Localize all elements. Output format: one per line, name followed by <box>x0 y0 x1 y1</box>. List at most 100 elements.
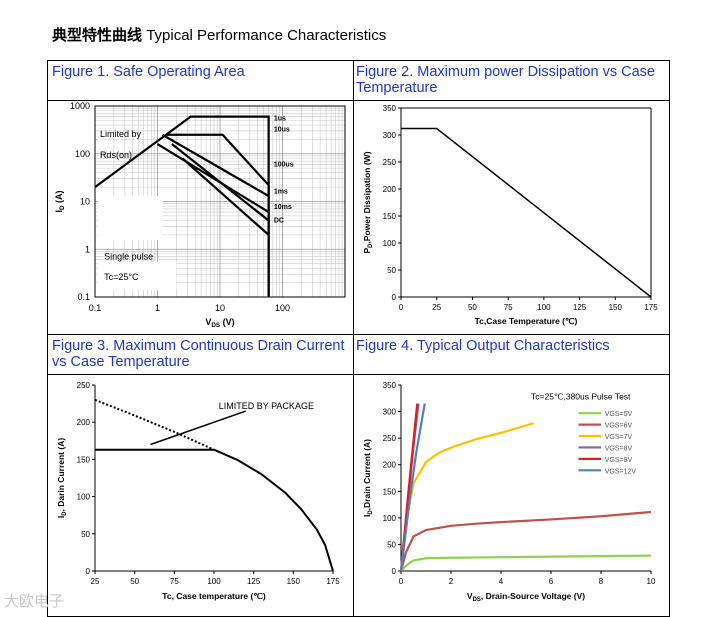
y-tick-label: 200 <box>383 185 397 194</box>
x-tick-label: 50 <box>468 303 477 312</box>
grid-divider-cap1 <box>48 100 669 101</box>
plot-frame <box>94 105 346 298</box>
x-tick-label: 100 <box>275 303 290 313</box>
y-tick-label: 50 <box>387 266 396 275</box>
y-tick-label: 50 <box>387 540 396 549</box>
y-tick-label: 250 <box>383 158 397 167</box>
x-tick-label: 125 <box>573 303 587 312</box>
annotation-single-line2: Tc=25°C <box>104 272 139 282</box>
fig1-caption: Figure 1. Safe Operating Area <box>52 64 245 80</box>
x-tick-label: 100 <box>537 303 551 312</box>
series-line-100us <box>161 133 270 198</box>
annotation-box <box>97 196 163 241</box>
y-axis-label: ID (A) <box>54 190 66 212</box>
y-tick-label: 100 <box>77 493 91 502</box>
y-tick-label: 150 <box>383 487 397 496</box>
chart-safe-operating-area: 0.1 1 10 100 0.1 1 10 100 1000 1us 10us 100us 1ms 10m… <box>54 101 346 329</box>
page-title: 典型特性曲线 Typical Performance Characteristi… <box>52 26 387 44</box>
series-line-vgs-9v <box>399 403 419 572</box>
fig4-caption: Figure 4. Typical Output Characteristics <box>356 338 610 354</box>
y-tick-label: 250 <box>383 434 397 443</box>
legend-label-vgs-5v: VGS=5V <box>605 411 633 418</box>
series-line-vgs-12v <box>399 403 426 572</box>
watermark: 大欧电子 <box>4 592 65 610</box>
y-tick-label: 0 <box>86 567 91 576</box>
series-line-pd <box>401 127 652 298</box>
y-tick-label: 350 <box>383 104 397 113</box>
legend-label-vgs-8v: VGS=8V <box>605 445 633 452</box>
annotation-limited-line2: Rds(on) <box>100 150 132 160</box>
series-line-silicon-limit <box>94 398 215 451</box>
legend-label-vgs-6v: VGS=6V <box>605 423 633 430</box>
x-tick-label: 25 <box>91 577 100 586</box>
y-tick-label: 1 <box>85 244 90 254</box>
series-line-current <box>213 448 334 572</box>
y-tick-label: 250 <box>77 381 91 390</box>
annotation-limited-by-package: LIMITED BY PACKAGE <box>219 401 314 411</box>
x-axis-label: VDS, Drain-Source Voltage (V) <box>467 591 585 603</box>
y-tick-label: 50 <box>81 530 90 539</box>
x-tick-label: 150 <box>609 303 623 312</box>
annotation-arrow <box>150 410 246 446</box>
series-line-vgs-7v <box>399 422 534 572</box>
series-label-1ms: 1ms <box>274 188 288 195</box>
y-axis-label: PD,Power Dissipation (W) <box>362 151 374 253</box>
grid-divider-cap2 <box>48 374 669 375</box>
y-tick-label: 1000 <box>70 101 90 111</box>
series-label-dc: DC <box>274 217 284 224</box>
x-tick-label: 75 <box>170 577 179 586</box>
series-label-100us: 100us <box>274 162 294 169</box>
y-tick-label: 10 <box>80 197 90 207</box>
annotation-single-line1: Single pulse <box>104 252 153 262</box>
fig2-caption: Figure 2. Maximum power Dissipation vs C… <box>356 64 655 96</box>
y-tick-label: 150 <box>383 212 397 221</box>
x-tick-label: 6 <box>549 577 554 586</box>
y-tick-label: 0 <box>392 293 397 302</box>
x-tick-label: 0 <box>399 303 404 312</box>
y-tick-label: 200 <box>383 461 397 470</box>
x-tick-label: 125 <box>247 577 261 586</box>
annotation-box <box>97 261 177 291</box>
x-axis-label: Tc,Case Temperature (℃) <box>475 316 578 326</box>
series-label-1us: 1us <box>274 115 286 122</box>
y-tick-label: 350 <box>383 381 397 390</box>
y-tick-label: 150 <box>77 455 91 464</box>
y-tick-label: 300 <box>383 131 397 140</box>
series-line-dc <box>181 157 270 236</box>
grid-divider-middle <box>48 334 669 335</box>
x-tick-label: 25 <box>432 303 441 312</box>
x-tick-label: 8 <box>599 577 604 586</box>
legend-label-vgs-12v: VGS=12V <box>605 468 637 475</box>
x-tick-label: 0 <box>399 577 404 586</box>
x-tick-label: 150 <box>287 577 301 586</box>
x-tick-label: 1 <box>155 303 160 313</box>
x-axis-label: Tc, Case temperature (℃) <box>162 591 266 601</box>
y-tick-label: 0.1 <box>77 292 90 302</box>
y-tick-label: 100 <box>383 514 397 523</box>
y-tick-label: 200 <box>77 418 91 427</box>
y-tick-label: 0 <box>392 567 397 576</box>
y-axis-label: ID, Darin Current (A) <box>56 438 68 519</box>
series-line-vgs-6v <box>399 510 652 572</box>
y-tick-label: 300 <box>383 408 397 417</box>
x-tick-label: 175 <box>326 577 340 586</box>
y-axis-label: ID,Drain Current (A) <box>362 439 374 517</box>
x-tick-label: 10 <box>215 303 225 313</box>
x-tick-label: 10 <box>647 577 656 586</box>
legend-label-vgs-9v: VGS=9V <box>605 457 633 464</box>
annotation-limited-line1: Limited by <box>100 129 142 139</box>
x-tick-label: 50 <box>130 577 139 586</box>
series-line-10us <box>166 133 270 297</box>
figure-grid: Figure 1. Safe Operating Area Figure 2. … <box>47 60 670 617</box>
series-line-10ms <box>171 143 270 222</box>
x-tick-label: 100 <box>207 577 221 586</box>
series-line-1ms <box>156 143 270 214</box>
x-tick-label: 75 <box>504 303 513 312</box>
x-tick-label: 4 <box>499 577 504 586</box>
x-axis-label: VDS (V) <box>205 317 234 329</box>
y-tick-label: 100 <box>383 239 397 248</box>
series-label-10ms: 10ms <box>274 204 292 211</box>
chart-output-characteristics: 0 2 4 6 8 10050100150200250300350Tc=25℃,380us… <box>362 381 656 603</box>
chart-drain-current: 25 50 75 100 125 150 175 0 50 100 150 200 250 LIMITED… <box>56 381 340 601</box>
chart-power-dissipation: 0 25 50 75 100 125 150 175 0 50 100 150 200 250 300 350… <box>362 104 658 326</box>
